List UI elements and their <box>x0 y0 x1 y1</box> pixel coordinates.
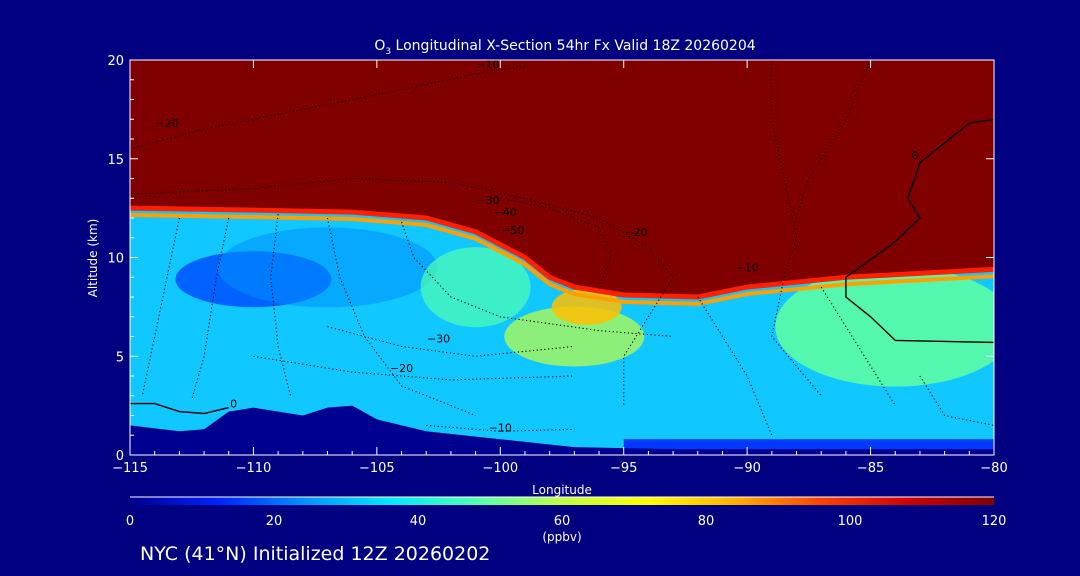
chart-title: O3 Longitudinal X-Section 54hr Fx Valid … <box>374 38 755 57</box>
contour-line-11 <box>253 355 575 381</box>
mid-ozone-east <box>775 266 994 387</box>
ozone-field <box>130 60 994 455</box>
contour-line-1 <box>845 118 994 344</box>
x-tick-label-0: −115 <box>112 461 148 476</box>
initialization-info: NYC (41°N) Initialized 12Z 20260202 <box>140 543 491 565</box>
colorbar-label: (ppbv) <box>542 530 581 544</box>
colorbar-tick-label-5: 100 <box>838 514 863 529</box>
tropopause-orange-edge <box>130 213 994 306</box>
y-tick-label-4: 20 <box>107 54 124 69</box>
contour-line-15 <box>697 296 773 436</box>
colorbar-tick-label-1: 20 <box>266 514 283 529</box>
contour-label-8: −20 <box>390 362 413 375</box>
x-tick-label-1: −110 <box>236 461 272 476</box>
contour-label-1: −20 <box>155 117 178 130</box>
contour-label-11: 0 <box>912 149 919 162</box>
stratosphere-high-ozone <box>130 60 994 297</box>
colorbar-tick-label-2: 40 <box>410 514 427 529</box>
terrain <box>130 405 994 455</box>
colorbar-tick-label-0: 0 <box>126 514 134 529</box>
y-axis-label: Altitude (km) <box>86 219 100 298</box>
y-tick-label-3: 15 <box>107 153 124 168</box>
contour-line-4 <box>500 197 612 288</box>
contour-line-17 <box>919 375 994 426</box>
x-axis: −115 −110 −105 −100 −95 −90 −85 −80 <box>112 60 1008 476</box>
x-tick-label-4: −95 <box>610 461 637 476</box>
contour-line-8 <box>326 217 476 417</box>
contour-line-16 <box>820 286 896 406</box>
x-axis-label: Longitude <box>532 483 592 497</box>
contour-label-3: −40 <box>494 206 517 219</box>
contour-line-2 <box>130 65 526 150</box>
tropopause-red-edge <box>130 205 994 300</box>
contour-line-9 <box>400 221 674 338</box>
x-tick-label-7: −80 <box>980 461 1007 476</box>
contour-line-13 <box>771 60 822 397</box>
fold-green <box>420 247 531 328</box>
contour-label-5: −20 <box>624 226 647 239</box>
contour-lines <box>130 60 994 436</box>
x-tick-label-6: −85 <box>857 461 884 476</box>
x-tick-label-5: −90 <box>733 461 760 476</box>
contour-label-2: −30 <box>476 194 499 207</box>
y-tick-label-2: 10 <box>107 252 124 267</box>
x-tick-label-2: −105 <box>359 461 395 476</box>
contour-label-9: −10 <box>489 421 512 434</box>
colorbar-gradient <box>130 497 994 505</box>
x-tick-label-3: −100 <box>482 461 518 476</box>
colorbar-tick-label-4: 80 <box>698 514 715 529</box>
contour-line-14 <box>795 60 872 219</box>
colorbar-tick-label-6: 120 <box>982 514 1007 529</box>
contour-label-0: −10 <box>476 58 499 71</box>
colorbar: 0 20 40 60 80 100 120 <box>126 496 1007 529</box>
y-axis: 0 5 10 15 20 <box>107 54 994 464</box>
y-tick-label-0: 0 <box>116 449 124 464</box>
y-tick-label-1: 5 <box>116 350 124 365</box>
contour-label-6: −10 <box>736 261 759 274</box>
fold-yellow <box>504 306 645 367</box>
contour-line-10 <box>327 326 575 357</box>
contour-label-4: −50 <box>501 224 524 237</box>
low-ozone-halo <box>217 227 438 308</box>
colorbar-tick-label-3: 60 <box>554 514 571 529</box>
contour-line-0 <box>130 402 229 415</box>
contour-label-10: 0 <box>230 398 237 411</box>
contour-label-7: −30 <box>427 332 450 345</box>
